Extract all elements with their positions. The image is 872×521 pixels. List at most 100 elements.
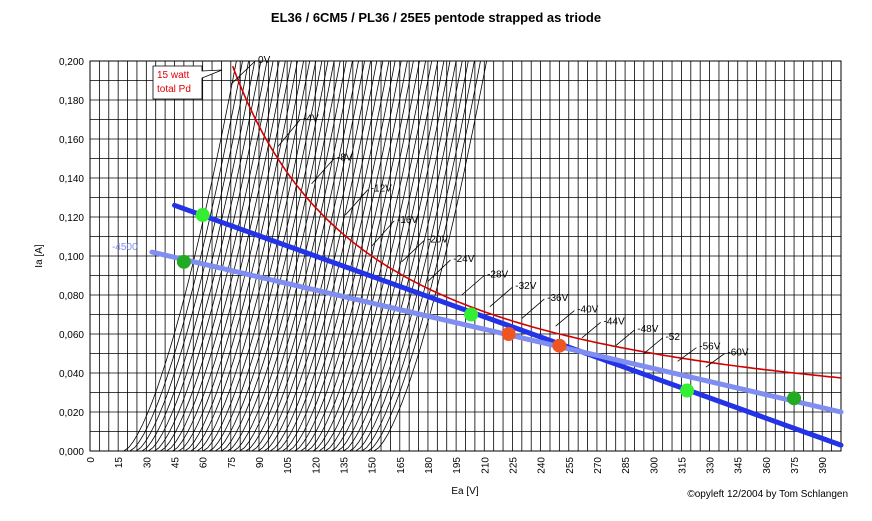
grid-curve [276,60,390,452]
bias-curves: 0V -4V -8V -12V -16V -20V -24V -28V -32V -36V -40V… [230,55,749,368]
operating-point [176,254,191,269]
bias-curve-label: -40V [577,305,598,316]
load-line [149,249,844,415]
pd-curve [231,65,842,379]
grid-curve [288,60,402,452]
bias-curve-label: -8V [337,152,353,163]
x-tick-label: 15 [114,457,125,469]
x-tick-label: 300 [649,457,660,474]
y-tick-label: 0,140 [59,174,84,185]
grid-curve [312,60,426,452]
grid-curve [331,60,445,452]
grid-curve [215,60,329,452]
bias-curve-label: -4V [303,113,319,124]
bias-curve-segment [705,353,725,368]
x-tick-label: 60 [199,457,210,469]
bias-curve-label: -56V [699,342,720,353]
y-tick-label: 0,120 [59,213,84,224]
grid-curve [306,60,420,452]
x-tick-label: 120 [311,457,322,474]
operating-point [680,383,695,398]
x-tick-label: 345 [734,457,745,474]
bias-curve-segment [555,310,575,327]
operating-point [787,391,802,406]
grid-curve [263,60,378,452]
y-tick-label: 0,020 [59,408,84,419]
bias-curve-segment [677,347,697,362]
y-tick-label: 0,180 [59,96,84,107]
bias-curve-segment [489,286,513,308]
grid-curve [123,60,237,452]
callout-text: total Pd [157,84,191,95]
x-tick-label: 165 [396,457,407,474]
y-tick-label: 0,200 [59,57,84,68]
grid-curve [227,60,341,452]
grid-curve [221,60,335,452]
y-tick-label: 0,080 [59,291,84,302]
grid-curve [196,60,311,452]
x-tick-labels: 0 15 30 45 60 75 90 105 120 135 150 165 180 195 210 225… [86,457,829,474]
callout-text: 15 watt [157,70,189,81]
x-tick-label: 90 [255,457,266,469]
bias-curve-segment [401,240,425,263]
operating-point [552,338,567,353]
x-tick-label: 75 [227,457,238,469]
x-tick-label: 45 [170,457,181,469]
bias-curve-label: -12V [371,184,392,195]
grid-curve [154,60,268,452]
operating-point [464,307,479,322]
grid-curve [318,60,433,452]
grid-curve [190,60,304,452]
y-tick-label: 0,100 [59,252,84,263]
x-tick-label: 195 [452,457,463,474]
x-tick-label: 30 [142,457,153,469]
load-lines: -4500 [112,202,844,448]
pd-callout: 15 watt total Pd [152,65,223,100]
bias-curve-label: -48V [637,324,658,335]
grid-curve [282,60,396,452]
bias-curve-segment [345,189,369,216]
x-tick-label: 375 [790,457,801,474]
load-line-label: -4500 [112,242,138,253]
y-tick-label: 0,000 [59,447,84,458]
bias-curve-segment [427,259,451,282]
x-tick-label: 150 [368,457,379,474]
bias-curve-label: -60V [727,347,748,358]
y-tick-label: 0,160 [59,135,84,146]
y-tick-label: 0,060 [59,330,84,341]
grid-curve [337,60,451,452]
x-tick-label: 270 [593,457,604,474]
bias-curve-label: -28V [487,269,508,280]
credit-text: ©opyleft 12/2004 by Tom Schlangen [687,489,848,500]
grid-curve [343,60,457,452]
x-tick-label: 210 [480,457,491,474]
operating-point [501,327,516,341]
grid-curve [141,60,256,452]
grid-curve [257,60,372,452]
y-tick-labels: 0,000 0,020 0,040 0,060 0,080 0,100 0,120 0,140… [59,57,84,458]
x-tick-label: 135 [339,457,350,474]
load-line [171,202,844,448]
y-axis-label: Ia [A] [34,244,45,268]
bias-curve-label: -52 [665,332,680,343]
bias-curve-label: -24V [453,254,474,265]
y-tick-label: 0,040 [59,369,84,380]
bias-curve-label: -36V [547,293,568,304]
grid-curve [160,60,274,452]
operating-point [195,208,210,223]
grid-curve [172,60,286,452]
grid-curve [373,60,487,452]
x-tick-label: 285 [621,457,632,474]
chart-title: EL36 / 6CM5 / PL36 / 25E5 pentode strapp… [271,10,601,25]
grid-curve [269,60,384,452]
grid-curve [208,60,323,452]
grid-curve [300,60,414,452]
bias-curve-segment [521,298,545,319]
operating-points [176,208,802,406]
callout-box [152,65,223,100]
bias-curve-segment [581,321,601,339]
grid-curve [324,60,439,452]
bias-curve-segment [277,119,301,148]
x-tick-label: 315 [677,457,688,474]
